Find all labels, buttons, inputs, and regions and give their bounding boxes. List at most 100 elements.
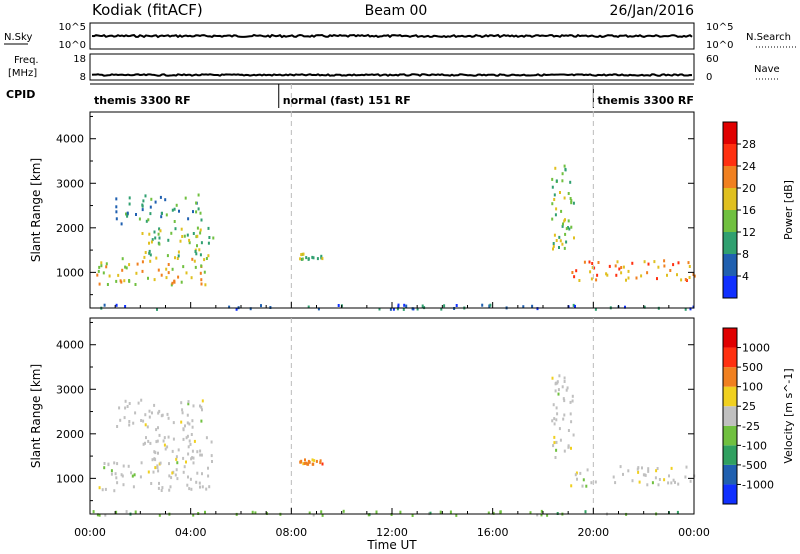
x-tick-label: 12:00	[376, 526, 408, 539]
range-cell	[562, 417, 565, 421]
range-cell	[313, 459, 316, 463]
range-cell	[128, 202, 131, 206]
range-cell	[654, 476, 657, 480]
range-cell	[189, 477, 192, 481]
range-cell	[201, 485, 204, 489]
range-cell	[180, 420, 183, 424]
range-cell	[569, 180, 572, 184]
cpid-label: CPID	[6, 88, 35, 101]
range-cell	[551, 376, 554, 380]
colorbar-segment	[723, 166, 737, 188]
range-cell	[124, 265, 127, 269]
range-cell	[570, 484, 573, 488]
range-cell	[651, 481, 654, 485]
range-cell	[184, 424, 186, 428]
freq-ytick-bottom: 8	[80, 72, 86, 83]
range-cell	[121, 268, 124, 272]
range-cell	[141, 269, 144, 273]
freq-label-line1: Freq.	[14, 55, 39, 66]
range-cell	[559, 191, 561, 194]
range-cell	[98, 282, 101, 286]
range-cell	[199, 449, 202, 453]
range-cell	[553, 198, 556, 201]
range-cell	[193, 259, 196, 263]
range-cell	[170, 476, 173, 480]
range-cell	[536, 307, 539, 311]
range-cell	[197, 193, 200, 197]
colorbar-segment	[723, 386, 737, 407]
range-cell	[200, 278, 203, 282]
range-cell	[677, 261, 680, 265]
range-cell	[168, 488, 171, 492]
range-cell	[567, 192, 570, 195]
range-cell	[590, 277, 593, 281]
colorbar-segment	[723, 144, 737, 166]
range-cell	[367, 513, 370, 517]
colorbar-tick-label: -100	[742, 439, 767, 452]
range-cell	[208, 485, 211, 489]
cpid-segments: themis 3300 RF normal (fast) 151 RF themis…	[94, 84, 694, 108]
range-cell	[637, 470, 640, 474]
range-cell	[198, 481, 201, 485]
range-cell	[646, 483, 649, 487]
range-cell	[631, 479, 634, 483]
range-cell	[307, 305, 310, 309]
range-cell	[551, 185, 554, 189]
range-cell	[110, 469, 113, 473]
colorbar-tick-label: 16	[742, 204, 756, 217]
range-cell	[141, 204, 144, 208]
range-cell	[300, 253, 303, 257]
range-cell	[203, 270, 206, 274]
colorbar-segment	[723, 484, 737, 504]
range-cell	[134, 283, 137, 286]
range-cell	[553, 193, 556, 197]
range-cell	[321, 257, 324, 261]
range-cell	[107, 463, 110, 467]
range-cell	[597, 261, 600, 264]
range-cell	[131, 474, 134, 478]
range-cell	[311, 255, 314, 259]
range-cell	[196, 244, 198, 248]
range-cell	[585, 484, 588, 488]
range-cell	[556, 381, 559, 385]
y-tick-label: 3000	[56, 383, 84, 396]
range-cell	[191, 425, 194, 429]
range-cell	[591, 262, 594, 265]
range-cell	[688, 276, 691, 279]
range-cell	[499, 510, 502, 514]
range-cell	[198, 248, 201, 252]
range-cell	[102, 271, 105, 275]
range-cell	[113, 489, 116, 493]
range-cell	[179, 239, 182, 243]
range-cell	[554, 213, 557, 217]
range-cell	[187, 400, 190, 404]
range-cell	[98, 513, 101, 517]
range-cell	[130, 471, 133, 475]
range-cell	[595, 278, 598, 282]
range-cell	[124, 399, 127, 403]
range-cell	[186, 413, 189, 417]
range-cell	[92, 510, 95, 514]
range-cell	[317, 307, 320, 311]
range-cell	[614, 264, 617, 268]
range-cell	[149, 212, 152, 216]
range-cell	[627, 276, 630, 280]
range-cell	[576, 477, 578, 481]
range-cell	[653, 260, 656, 264]
range-cell	[655, 469, 658, 473]
range-cell	[165, 213, 168, 217]
colorbar-tick-label: 24	[742, 160, 756, 173]
range-cell	[561, 179, 564, 183]
range-cell	[311, 458, 314, 462]
range-cell	[115, 303, 118, 307]
range-cell	[115, 510, 118, 514]
range-cell	[170, 283, 173, 287]
range-cell	[693, 274, 696, 278]
range-cell	[160, 215, 163, 219]
range-cell	[562, 397, 565, 401]
range-cell	[153, 278, 156, 282]
range-cell	[555, 418, 558, 422]
range-cell	[128, 420, 131, 423]
range-cell	[171, 471, 174, 475]
range-cell	[167, 238, 170, 242]
